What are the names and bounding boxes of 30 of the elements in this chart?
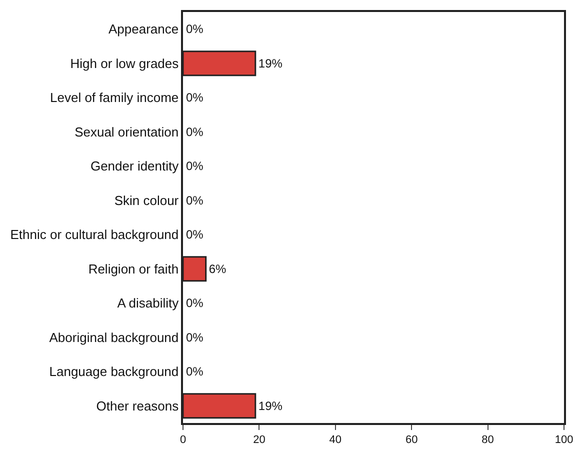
data-label: 0% <box>186 364 204 379</box>
data-label: 0% <box>186 330 204 344</box>
x-tick-label: 60 <box>405 434 418 446</box>
y-tick-label: Aboriginal background <box>49 330 179 345</box>
data-label: 19% <box>258 56 283 70</box>
data-label: 0% <box>186 228 204 242</box>
data-label: 19% <box>258 398 283 413</box>
data-label: 0% <box>186 193 204 208</box>
x-tick-label: 40 <box>329 434 342 446</box>
x-tick-label: 20 <box>253 434 266 446</box>
data-label: 0% <box>186 124 204 139</box>
y-tick-label: Appearance <box>108 22 179 37</box>
y-tick-label: Religion or faith <box>88 261 179 276</box>
y-tick-label: Language background <box>49 364 179 380</box>
y-tick-label: Other reasons <box>96 398 180 414</box>
data-label: 6% <box>208 262 227 276</box>
y-tick-label: Sexual orientation <box>74 124 179 140</box>
y-tick-label: Ethnic or cultural background <box>10 227 179 242</box>
data-label: 0% <box>186 159 204 174</box>
x-tick-label: 0 <box>180 434 186 446</box>
x-tick-label: 100 <box>554 434 574 446</box>
y-tick-label: A disability <box>117 296 180 311</box>
data-label: 0% <box>186 296 204 310</box>
y-tick-label: Gender identity <box>90 158 180 174</box>
x-tick-label: 80 <box>482 434 494 446</box>
y-tick-label: High or low grades <box>70 56 180 71</box>
y-tick-label: Level of family income <box>50 90 179 106</box>
data-label: 0% <box>186 90 204 105</box>
y-tick-label: Skin colour <box>114 192 180 208</box>
data-label: 0% <box>186 22 204 36</box>
